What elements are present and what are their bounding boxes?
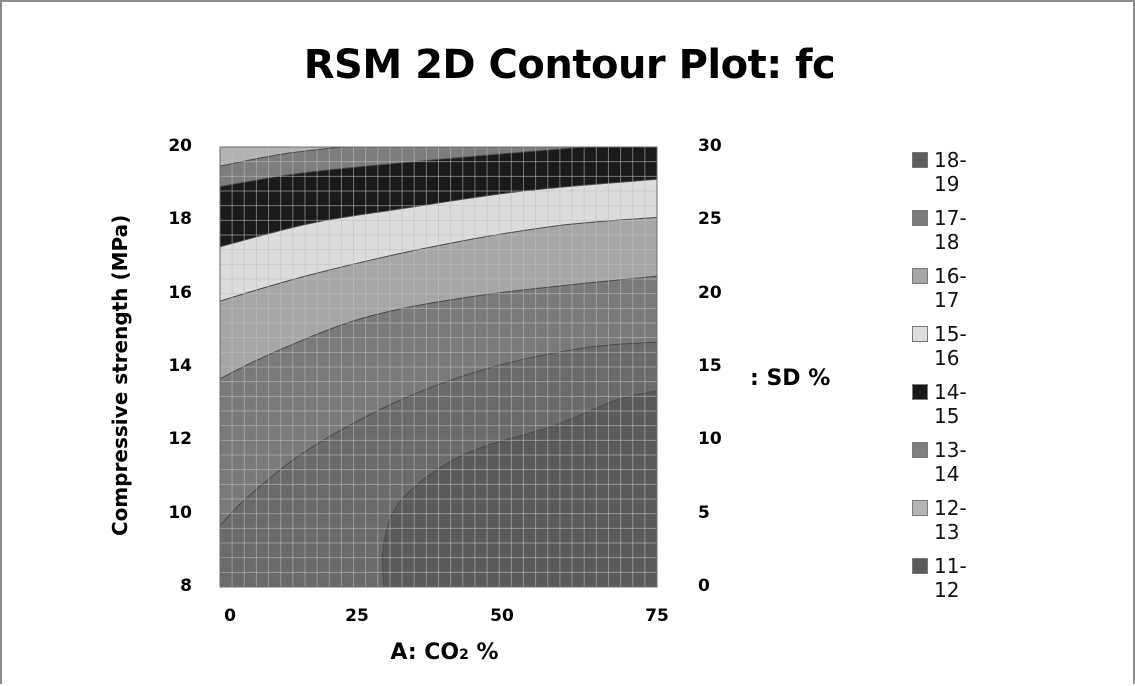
band-19-20	[215, 142, 662, 147]
secondary-y-tick-label: 30	[698, 136, 722, 156]
secondary-y-tick-label: 10	[698, 429, 722, 450]
secondary-y-tick-label: 25	[698, 209, 722, 230]
y-tick-label: 18	[168, 209, 192, 230]
legend-swatch	[912, 384, 928, 400]
plot-grid	[220, 147, 657, 587]
x-tick-label: 50	[490, 606, 514, 626]
contour-line-17	[220, 147, 585, 188]
legend-swatch	[912, 268, 928, 284]
y-tick-label: 10	[168, 502, 192, 523]
legend-label: 18-19	[934, 148, 967, 196]
legend-label: 15-16	[934, 322, 967, 370]
contour-line-16	[220, 178, 657, 248]
y-tick-label: 20	[168, 136, 192, 156]
legend-swatch	[912, 152, 928, 168]
x-axis-label-suffix: %	[468, 640, 499, 665]
y-axis-label: Compressive strength (MPa)	[108, 214, 132, 536]
y-tick-label: 12	[168, 429, 192, 450]
secondary-y-tick-label: 0	[698, 576, 710, 596]
band-18-19	[220, 147, 657, 167]
secondary-y-tick-label: 20	[698, 282, 722, 303]
legend-swatch	[912, 326, 928, 342]
legend-label: 12-13	[934, 496, 967, 544]
x-tick-label: 75	[645, 606, 669, 626]
y-tick-label: 14	[168, 356, 192, 376]
legend-swatch	[912, 558, 928, 574]
plot-border	[219, 146, 658, 588]
y-tick-label: 16	[168, 282, 192, 303]
legend-label: 17-18	[934, 206, 967, 254]
secondary-y-axis-label: : SD %	[750, 366, 831, 391]
legend-label: 13-14	[934, 438, 967, 486]
legend-label: 14-15	[934, 380, 967, 428]
x-tick-label: 25	[345, 606, 369, 626]
x-axis-label-prefix: A: CO	[390, 640, 460, 665]
y-tick-label: 8	[180, 576, 192, 596]
secondary-y-tick-label: 5	[698, 502, 710, 523]
chart-title: RSM 2D Contour Plot: fc	[303, 42, 836, 88]
legend-label: 11-12	[934, 554, 967, 602]
legend-label: 16-17	[934, 264, 967, 312]
x-tick-label: 0	[224, 606, 236, 626]
contour-line-15	[220, 216, 657, 302]
legend-swatch	[912, 442, 928, 458]
legend-swatch	[912, 500, 928, 516]
x-axis-label: A: CO2 %	[322, 640, 567, 665]
secondary-y-tick-label: 15	[698, 356, 722, 376]
x-axis-label-subscript: 2	[459, 647, 469, 663]
legend-swatch	[912, 210, 928, 226]
